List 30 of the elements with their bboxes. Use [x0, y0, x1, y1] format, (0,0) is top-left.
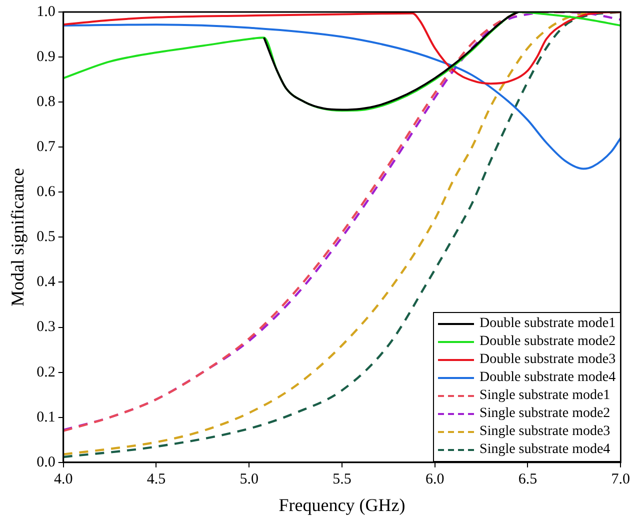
x-tick-label: 6.5 — [518, 471, 538, 488]
legend-label: Single substrate mode2 — [480, 405, 610, 424]
y-tick-label: 0.0 — [36, 454, 56, 470]
y-axis-title: Modal significance — [8, 168, 28, 306]
y-tick-label: 0.4 — [36, 274, 56, 290]
y-tick-label: 1.0 — [36, 4, 56, 20]
y-tick-label: 0.7 — [36, 139, 56, 156]
y-tick-label: 0.2 — [36, 364, 56, 380]
y-tick-label: 0.8 — [36, 94, 56, 110]
x-tick-label: 4.5 — [146, 471, 166, 488]
y-tick-label: 0.9 — [36, 48, 56, 65]
line-series — [63, 24, 621, 170]
legend-label: Double substrate mode1 — [480, 315, 616, 334]
line-series — [63, 12, 621, 112]
y-tick-label: 0.1 — [36, 409, 56, 426]
y-tick-label: 0.5 — [36, 229, 56, 246]
legend-label: Single substrate mode3 — [480, 423, 610, 442]
legend-label: Double substrate mode4 — [480, 369, 616, 388]
y-tick-label: 0.3 — [36, 319, 56, 336]
legend-label: Single substrate mode1 — [480, 387, 610, 406]
x-tick-label: 5.0 — [240, 471, 258, 488]
legend-label: Single substrate mode4 — [480, 441, 610, 460]
y-tick-label: 0.6 — [36, 184, 56, 200]
x-axis-title: Frequency (GHz) — [278, 494, 406, 515]
x-tick-label: 5.5 — [332, 471, 352, 488]
legend-label: Double substrate mode3 — [480, 351, 616, 370]
x-tick-label: 7.0 — [611, 471, 630, 488]
legend-label: Double substrate mode2 — [480, 333, 616, 352]
x-tick-label: 6.0 — [425, 471, 444, 488]
x-tick-label: 4.0 — [54, 471, 73, 488]
